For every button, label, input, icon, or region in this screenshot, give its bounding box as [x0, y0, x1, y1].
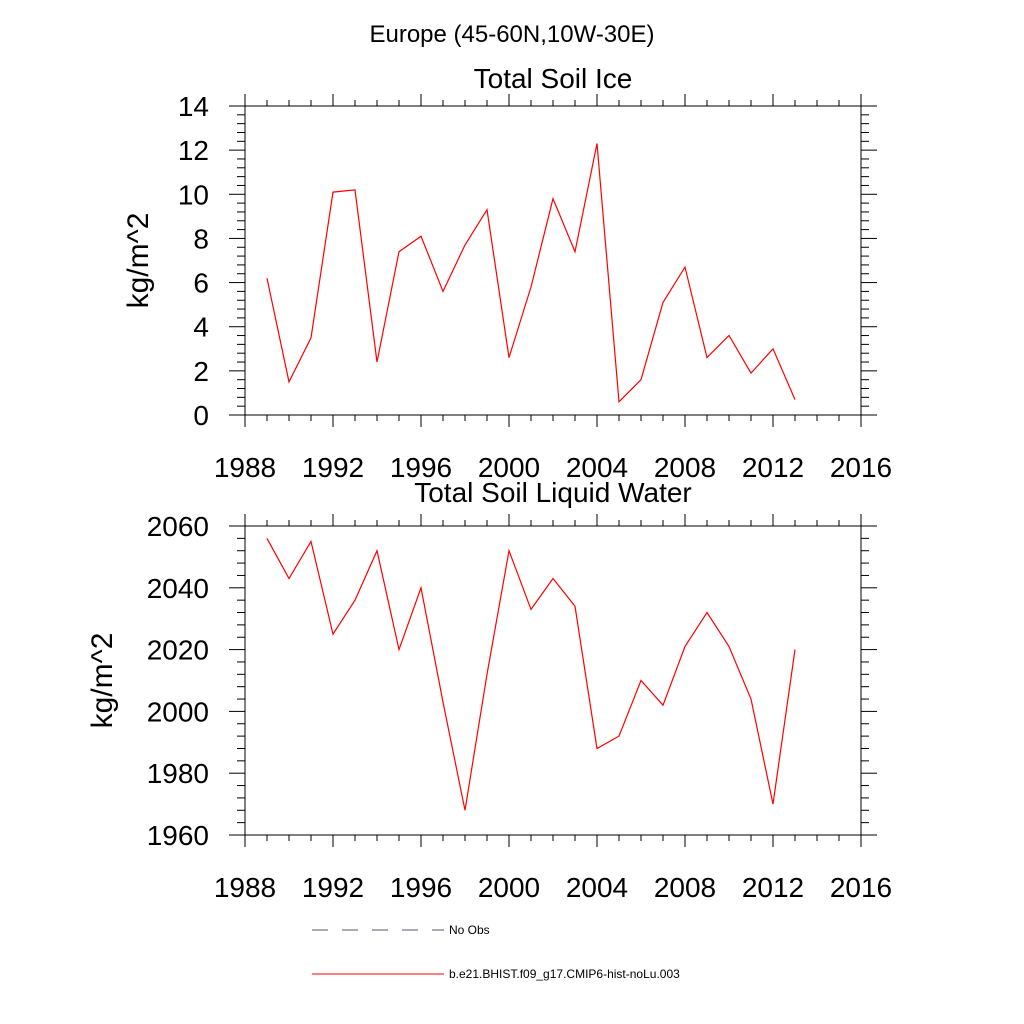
- x-tick-label: 1996: [390, 872, 452, 903]
- x-tick-label: 2004: [566, 872, 628, 903]
- y-tick-label: 8: [193, 223, 209, 254]
- x-tick-label: 2012: [742, 872, 804, 903]
- y-tick-label: 0: [193, 400, 209, 431]
- series-line: [266, 538, 796, 811]
- x-tick-label: 1988: [214, 872, 276, 903]
- x-tick-label: 2000: [478, 872, 540, 903]
- y-tick-label: 6: [193, 268, 209, 299]
- y-axis-label: kg/m^2: [86, 633, 119, 729]
- figure-title: Europe (45-60N,10W-30E): [369, 21, 654, 48]
- x-tick-label: 2012: [742, 452, 804, 483]
- y-tick-label: 10: [178, 179, 209, 210]
- x-tick-label: 1992: [302, 872, 364, 903]
- legend: No Obs b.e21.BHIST.f09_g17.CMIP6-hist-no…: [312, 923, 680, 981]
- x-tick-label: 1992: [302, 452, 364, 483]
- y-tick-label: 14: [178, 91, 209, 122]
- x-tick-label: 2008: [654, 452, 716, 483]
- x-tick-label: 2016: [830, 872, 892, 903]
- y-tick-label: 2040: [147, 573, 209, 604]
- y-tick-label: 2: [193, 356, 209, 387]
- plot-frame: [244, 105, 862, 416]
- x-tick-label: 1996: [390, 452, 452, 483]
- chart-panel-2: Total Soil Liquid Water 1988 1992 1996 2000 2…: [86, 477, 892, 903]
- chart-title: Total Soil Ice: [474, 63, 633, 94]
- chart-title: Total Soil Liquid Water: [414, 477, 692, 508]
- x-tick-label: 2000: [478, 452, 540, 483]
- y-tick-label: 4: [193, 312, 209, 343]
- x-tick-label: 2008: [654, 872, 716, 903]
- y-tick-label: 12: [178, 135, 209, 166]
- y-tick-label: 2000: [147, 696, 209, 727]
- x-tick-label: 1988: [214, 452, 276, 483]
- x-tick-label: 2016: [830, 452, 892, 483]
- y-axis-label: kg/m^2: [122, 213, 155, 309]
- y-tick-label: 2060: [147, 511, 209, 542]
- x-tick-label: 2004: [566, 452, 628, 483]
- y-tick-label: 1960: [147, 820, 209, 851]
- plot-frame: [244, 525, 862, 836]
- legend-noobs-label: No Obs: [449, 923, 490, 937]
- legend-series-label: b.e21.BHIST.f09_g17.CMIP6-hist-noLu.003: [449, 967, 680, 981]
- series-line: [266, 143, 796, 404]
- y-tick-label: 1980: [147, 758, 209, 789]
- y-tick-label: 2020: [147, 635, 209, 666]
